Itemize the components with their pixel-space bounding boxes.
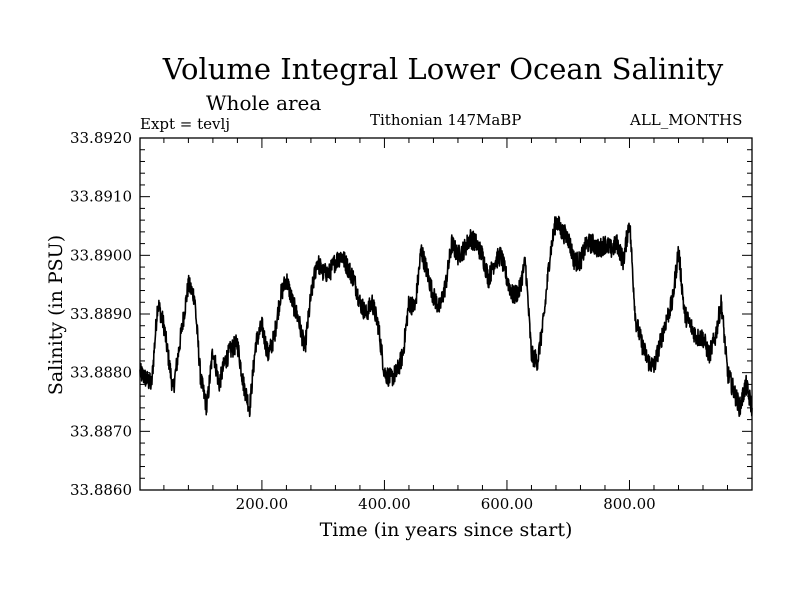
y-tick-label: 33.8920 xyxy=(70,129,132,147)
months-label: ALL_MONTHS xyxy=(630,111,743,129)
x-tick-label: 600.00 xyxy=(481,495,534,513)
x-tick-label: 400.00 xyxy=(358,495,411,513)
y-tick-label: 33.8900 xyxy=(70,246,132,264)
y-tick-label: 33.8880 xyxy=(70,364,132,382)
x-axis-label: Time (in years since start) xyxy=(319,519,573,541)
y-tick-label: 33.8890 xyxy=(70,305,132,323)
y-axis-label: Salinity (in PSU) xyxy=(45,234,67,396)
x-tick-label: 800.00 xyxy=(603,495,656,513)
plot-frame xyxy=(139,137,753,491)
period-label: Tithonian 147MaBP xyxy=(370,111,522,129)
chart-subtitle: Whole area xyxy=(206,91,322,115)
y-tick-label: 33.8910 xyxy=(70,188,132,206)
salinity-series-line xyxy=(139,215,753,418)
y-tick-label: 33.8860 xyxy=(70,481,132,499)
chart-title: Volume Integral Lower Ocean Salinity xyxy=(162,52,724,86)
experiment-label: Expt = tevlj xyxy=(140,115,230,133)
x-tick-label: 200.00 xyxy=(236,495,289,513)
y-tick-label: 33.8870 xyxy=(70,422,132,440)
